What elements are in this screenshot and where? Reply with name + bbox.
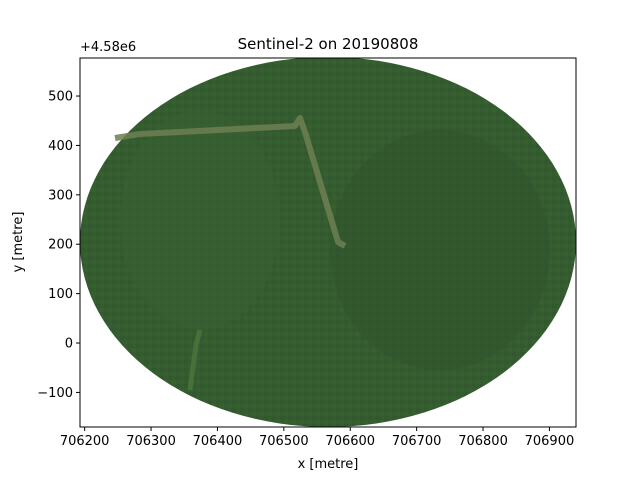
x-tick-label: 706700 [392,434,442,449]
lighter-vegetation-patch [120,110,280,330]
x-tick-label: 706200 [60,434,110,449]
chart-title: Sentinel-2 on 20190808 [238,35,419,53]
y-tick-label: 100 [48,287,73,302]
y-tick-label: 0 [65,337,73,352]
y-tick-label: −100 [37,386,73,401]
y-offset-label: +4.58e6 [80,40,136,55]
y-axis-label: y [metre] [11,212,26,273]
track-feature [187,329,203,391]
y-tick-label: 300 [48,188,73,203]
x-axis-label: x [metre] [298,457,359,472]
x-tick-label: 706900 [525,434,575,449]
y-tick-label: 400 [48,139,73,154]
x-tick-label: 706800 [458,434,508,449]
x-axis-ticks: 706200 706300 706400 706500 706600 706700 7068… [60,427,574,449]
axes-frame [79,57,577,428]
y-tick-label: 200 [48,238,73,253]
vegetation-area [80,58,576,427]
y-tick-label: 500 [48,90,73,105]
road-feature [114,115,347,249]
y-axis-ticks: −100 0 100 200 300 400 500 [37,90,80,401]
x-tick-label: 706500 [259,434,309,449]
x-tick-label: 706600 [325,434,375,449]
darker-vegetation-patch [330,130,550,370]
x-tick-label: 706400 [193,434,243,449]
x-tick-label: 706300 [126,434,176,449]
satellite-image [80,58,576,427]
